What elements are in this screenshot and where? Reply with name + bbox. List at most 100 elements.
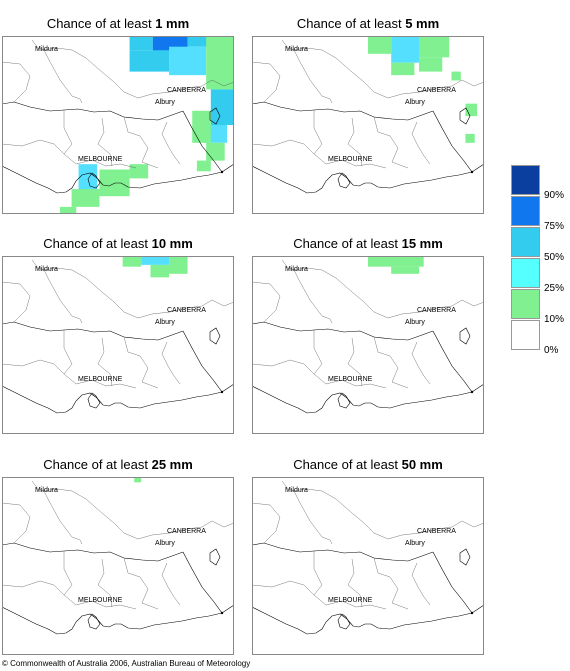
panel-title-prefix: Chance of at least [293, 236, 402, 251]
probability-cell [129, 50, 170, 72]
legend-label: 25% [544, 283, 565, 294]
map-panel: Chance of at least 1 mm Mildura CANBERRA Al… [2, 15, 234, 214]
legend-label: 75% [544, 221, 565, 232]
district-boundary [325, 600, 387, 610]
probability-cell [206, 142, 225, 161]
legend-label: 0% [544, 345, 559, 356]
district-boundary [347, 337, 363, 387]
legend-swatch [511, 165, 540, 195]
port-phillip-bay [87, 172, 101, 189]
act-border [459, 327, 471, 345]
rainfall-probability-map: Mildura CANBERRA Albury MELBOURNE [252, 256, 484, 434]
map-frame [252, 256, 484, 434]
panel-title: Chance of at least 25 mm [2, 456, 234, 474]
district-boundary [2, 502, 31, 544]
map-panel: Chance of at least 50 mm Mildura CANBERRA A… [252, 456, 484, 655]
panel-title: Chance of at least 10 mm [2, 235, 234, 253]
place-label-albury: Albury [155, 540, 175, 547]
coastal-marker [470, 611, 474, 615]
district-boundary [347, 117, 363, 167]
state-border [432, 110, 473, 173]
rainfall-probability-map: Mildura CANBERRA Albury MELBOURNE [2, 256, 234, 434]
state-border [432, 551, 473, 614]
probability-cell [141, 256, 170, 265]
place-label-melbourne: MELBOURNE [328, 156, 373, 163]
state-border [2, 321, 184, 341]
district-boundary [75, 600, 137, 610]
state-border [182, 330, 223, 393]
panel-title-prefix: Chance of at least [296, 16, 406, 31]
place-label-canberra: CANBERRA [417, 87, 456, 94]
probability-cell [368, 36, 392, 54]
legend-label: 10% [544, 314, 565, 325]
panel-title-amount: 1 mm [155, 16, 190, 31]
rainfall-probability-map: Mildura CANBERRA Albury MELBOURNE [2, 36, 234, 214]
district-boundary [2, 359, 65, 375]
district-boundary [2, 139, 65, 155]
state-border [182, 551, 223, 614]
map-frame [2, 36, 234, 214]
coastline [2, 383, 234, 414]
panel-title-prefix: Chance of at least [43, 236, 152, 251]
district-boundary [161, 562, 181, 606]
district-boundary [2, 61, 31, 103]
panel-title: Chance of at least 15 mm [252, 235, 484, 253]
probability-cell [99, 169, 130, 197]
legend-swatch [511, 196, 540, 226]
act-border [209, 548, 221, 566]
state-border [252, 321, 434, 341]
probability-cell [129, 36, 153, 51]
district-boundary [411, 341, 431, 385]
district-boundary [252, 502, 281, 544]
place-label-melbourne: MELBOURNE [78, 376, 123, 383]
coastline [252, 604, 484, 635]
district-boundary [281, 39, 333, 104]
coastline [252, 383, 484, 414]
district-boundary [281, 259, 333, 324]
place-label-mildura: Mildura [285, 46, 308, 53]
probability-legend: 90% 75% 50% 25% 10% 0% [511, 165, 570, 365]
state-border [182, 110, 223, 173]
district-boundary [97, 558, 113, 608]
port-phillip-bay [337, 172, 351, 189]
district-boundary [201, 299, 234, 307]
place-label-albury: Albury [405, 319, 425, 326]
coastal-marker [470, 390, 474, 394]
panel-title: Chance of at least 1 mm [2, 15, 234, 33]
act-border [209, 327, 221, 345]
district-boundary [252, 281, 281, 323]
place-label-canberra: CANBERRA [417, 307, 456, 314]
probability-cell [465, 133, 475, 143]
district-boundary [41, 47, 203, 99]
probability-cell [150, 264, 170, 278]
act-border [209, 107, 221, 125]
coastal-marker [220, 170, 224, 174]
probability-cell [169, 46, 207, 76]
panel-title-prefix: Chance of at least [293, 457, 402, 472]
district-boundary [123, 557, 159, 610]
panel-title-amount: 25 mm [151, 457, 193, 472]
district-boundary [201, 79, 234, 87]
district-boundary [373, 116, 409, 169]
map-frame [2, 477, 234, 655]
probability-cell [134, 477, 142, 483]
probability-cell [129, 164, 149, 179]
coastal-marker [220, 611, 224, 615]
map-frame [252, 36, 484, 214]
map-panel: Chance of at least 5 mm Mildura CANBERRA Al… [252, 15, 484, 214]
district-boundary [31, 259, 83, 324]
district-boundary [31, 480, 83, 545]
state-border [2, 542, 184, 562]
panel-title-prefix: Chance of at least [43, 457, 152, 472]
place-label-albury: Albury [155, 319, 175, 326]
port-phillip-bay [87, 392, 101, 409]
probability-cell [465, 103, 478, 117]
place-label-melbourne: MELBOURNE [328, 597, 373, 604]
probability-cell [368, 256, 424, 267]
place-label-melbourne: MELBOURNE [328, 376, 373, 383]
district-boundary [411, 121, 431, 165]
district-boundary [313, 551, 327, 606]
map-frame [252, 477, 484, 655]
map-panel: Chance of at least 25 mm Mildura CANBERRA A… [2, 456, 234, 655]
district-boundary [31, 39, 83, 104]
